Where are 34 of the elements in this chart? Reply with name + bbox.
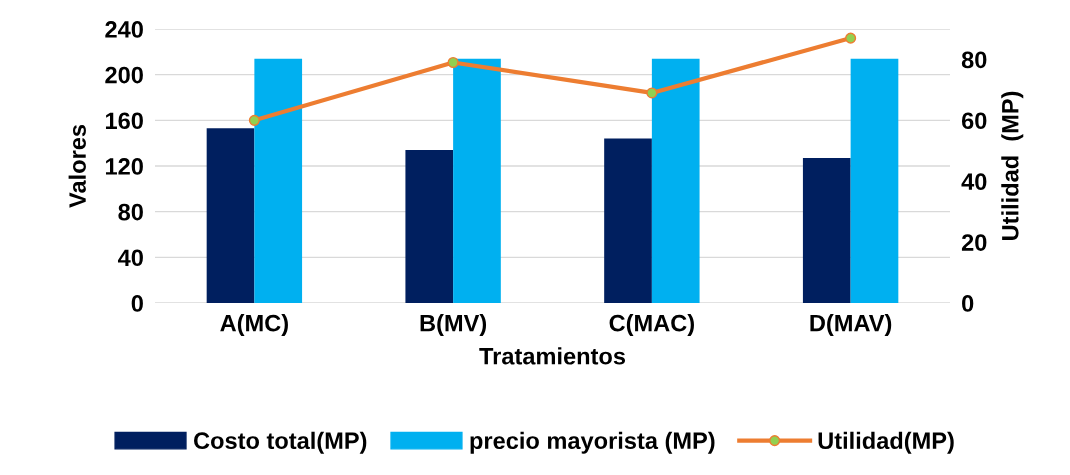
point (447, 56, 459, 69)
y2-tick-label: 40 (961, 173, 987, 191)
bar (604, 138, 652, 303)
x-tick-label: A(MC) (220, 314, 288, 337)
bar (254, 58, 303, 303)
y-tick-label: 200 (105, 66, 143, 84)
y-tick-label: 120 (105, 158, 143, 175)
x-axis-title: Tratamientos (479, 347, 626, 365)
y2-tick-label: 20 (961, 234, 987, 251)
y2-tick-label: 80 (961, 51, 987, 69)
bar (802, 158, 851, 303)
legend-label: precio mayorista (MP) (470, 431, 715, 454)
y-tick-label: 40 (117, 249, 143, 267)
y2-tick-label: 0 (962, 295, 974, 312)
point (646, 87, 658, 99)
y2-tick-label: 60 (961, 112, 987, 130)
bar (651, 58, 700, 303)
y-axis-title: Valores (68, 124, 86, 208)
bar (850, 58, 899, 303)
point (845, 32, 857, 44)
bar (453, 58, 501, 303)
y-tick-label: 160 (105, 112, 143, 130)
x-tick-label: B(MV) (420, 314, 487, 337)
legend-label: Utilidad(MP) (818, 431, 954, 454)
bar (206, 128, 255, 303)
bar (405, 150, 454, 303)
y-tick-label: 240 (105, 21, 143, 38)
point (248, 114, 260, 126)
x-tick-label: C(MAC) (609, 314, 694, 337)
y-tick-label: 0 (131, 295, 143, 312)
y-tick-label: 80 (118, 203, 143, 221)
legend-label: Costo total(MP) (194, 431, 367, 454)
y2-axis-title: Utilidad (MP) (1001, 91, 1024, 240)
x-tick-label: D(MAV) (810, 314, 892, 337)
